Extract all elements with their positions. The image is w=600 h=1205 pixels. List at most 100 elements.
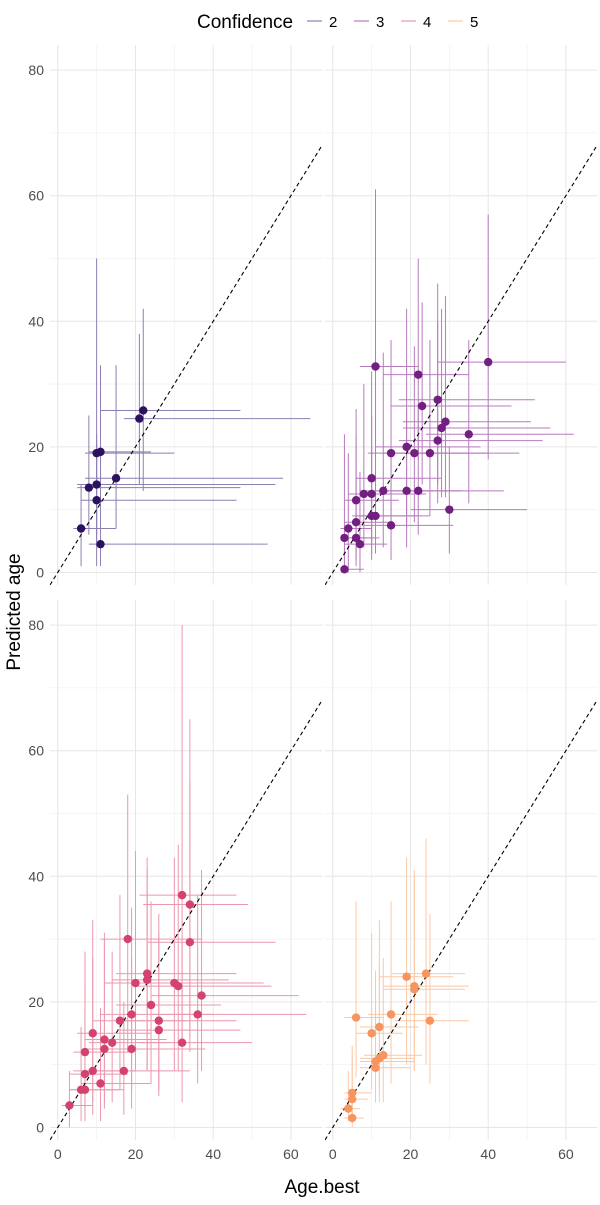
data-point xyxy=(371,511,380,521)
data-point xyxy=(379,1051,388,1060)
data-point xyxy=(410,448,419,458)
data-point xyxy=(351,533,361,543)
x-tick-label: 0 xyxy=(329,1146,337,1162)
x-tick-label: 20 xyxy=(128,1146,144,1162)
axes: Age.best Predicted age 0 20 40 60 80 0 20 40 60 8… xyxy=(4,62,574,1198)
legend-label: 4 xyxy=(423,14,431,31)
data-point xyxy=(123,934,132,944)
data-point xyxy=(464,430,473,439)
data-point xyxy=(351,1013,361,1022)
data-point xyxy=(340,533,349,543)
data-point xyxy=(386,521,396,530)
data-point xyxy=(135,414,144,423)
facet-panel-4 xyxy=(50,600,322,1140)
reference-line xyxy=(50,145,322,585)
data-point xyxy=(379,486,388,496)
data-point xyxy=(344,1104,353,1113)
data-point xyxy=(402,972,411,981)
data-point xyxy=(367,474,376,483)
data-point xyxy=(80,1069,90,1079)
data-point xyxy=(402,486,411,496)
data-point xyxy=(100,1035,109,1044)
x-axis-title: Age.best xyxy=(285,1177,361,1198)
x-tick-label: 60 xyxy=(558,1146,574,1162)
data-point xyxy=(185,900,195,909)
data-point xyxy=(441,417,450,426)
grid-lines xyxy=(325,45,597,585)
y-tick-label: 20 xyxy=(28,439,44,455)
y-tick-label: 40 xyxy=(28,313,44,329)
data-point xyxy=(433,436,442,445)
reference-line xyxy=(325,700,597,1140)
data-point xyxy=(402,442,411,452)
grid-lines xyxy=(325,600,597,1140)
data-point xyxy=(367,1029,376,1038)
legend: Confidence 2 3 4 5 xyxy=(197,12,478,33)
data-point xyxy=(96,1079,105,1088)
data-point xyxy=(367,489,376,499)
x-tick-label: 20 xyxy=(403,1146,419,1162)
x-tick-label: 60 xyxy=(283,1146,299,1162)
data-point xyxy=(410,985,419,994)
data-point xyxy=(348,1113,357,1123)
data-point xyxy=(355,539,365,549)
grid-lines xyxy=(50,45,322,585)
y-tick-label: 80 xyxy=(28,62,44,78)
data-point xyxy=(88,1066,97,1076)
y-tick-label: 80 xyxy=(28,617,44,633)
data-point xyxy=(348,1088,357,1098)
x-tick-label: 40 xyxy=(480,1146,496,1162)
data-point xyxy=(65,1101,74,1110)
facet-panel-5 xyxy=(325,600,597,1140)
data-point xyxy=(142,969,152,978)
data-point xyxy=(371,362,380,371)
data-point xyxy=(425,448,435,458)
grid-lines xyxy=(50,600,322,1140)
y-tick-label: 20 xyxy=(28,994,44,1010)
legend-entry-5: 5 xyxy=(448,14,478,31)
y-tick-label: 60 xyxy=(28,188,44,204)
data-point xyxy=(139,406,148,415)
data-point xyxy=(414,370,423,379)
data-point xyxy=(88,1029,97,1038)
data-point xyxy=(437,423,446,433)
data-point xyxy=(100,1044,109,1054)
legend-title: Confidence xyxy=(197,12,293,33)
data-point xyxy=(340,565,349,574)
y-tick-label: 60 xyxy=(28,743,44,759)
data-point xyxy=(96,539,105,549)
y-axis-title: Predicted age xyxy=(4,553,25,670)
data-point xyxy=(344,524,353,533)
y-tick-label: 0 xyxy=(36,1119,44,1135)
facet-panel-3 xyxy=(325,45,597,585)
legend-entry-3: 3 xyxy=(354,14,384,31)
data-point xyxy=(127,1010,136,1019)
data-point xyxy=(351,496,361,505)
data-layer xyxy=(325,700,597,1140)
data-point xyxy=(371,1063,380,1072)
data-point xyxy=(119,1066,129,1076)
x-tick-label: 0 xyxy=(54,1146,62,1162)
data-point xyxy=(348,1094,357,1104)
reference-line xyxy=(50,700,322,1140)
data-point xyxy=(414,486,423,496)
data-point xyxy=(185,938,195,947)
data-point xyxy=(146,1000,156,1010)
data-point xyxy=(84,483,94,492)
data-point xyxy=(174,981,183,991)
facet-panels xyxy=(50,45,597,1140)
data-point xyxy=(111,474,121,483)
data-point xyxy=(351,518,361,527)
facet-panel-2 xyxy=(50,45,322,585)
data-point xyxy=(386,448,396,458)
data-layer xyxy=(50,625,322,1140)
data-point xyxy=(484,357,493,367)
data-point xyxy=(76,524,86,533)
data-point xyxy=(193,1010,202,1019)
legend-label: 5 xyxy=(470,14,478,31)
data-point xyxy=(92,480,101,489)
data-point xyxy=(127,1044,136,1054)
data-layer xyxy=(50,145,322,585)
data-point xyxy=(445,505,454,514)
